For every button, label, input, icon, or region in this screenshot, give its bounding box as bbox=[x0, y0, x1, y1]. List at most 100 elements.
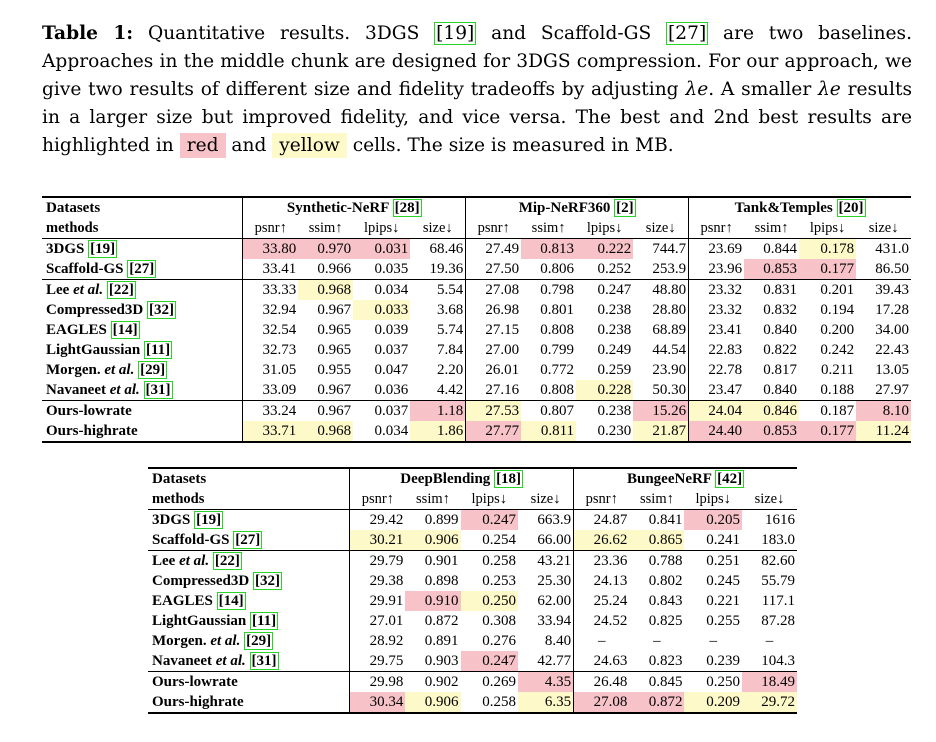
metric-cell: 0.269 bbox=[460, 671, 518, 692]
metric-cell: 66.00 bbox=[537, 532, 572, 548]
dataset-name: Mip-NeRF360 [2] bbox=[465, 196, 689, 218]
lambda-symbol: λe bbox=[818, 79, 841, 100]
metric-cell: 27.08 bbox=[573, 692, 630, 714]
citation-link[interactable]: [2] bbox=[614, 199, 636, 217]
metric-cell: 50.30 bbox=[652, 382, 687, 398]
metric-cell: 0.841 bbox=[629, 509, 685, 530]
metric-cell: 0.250 bbox=[684, 671, 742, 692]
metric-cell: 0.276 bbox=[482, 633, 516, 649]
metric-header: psnr↑ bbox=[573, 489, 630, 510]
citation-link[interactable]: [20] bbox=[836, 199, 866, 217]
metric-cell: 13.05 bbox=[875, 362, 909, 378]
metric-cell: 33.80 bbox=[242, 238, 299, 259]
metric-cell: 0.250 bbox=[460, 591, 518, 611]
citation-link[interactable]: [27] bbox=[233, 531, 263, 549]
method-name: Compressed3D [32] bbox=[152, 572, 282, 590]
metric-cell: 0.965 bbox=[317, 322, 352, 338]
citation-link[interactable]: [27] bbox=[666, 22, 709, 45]
metric-cell: 0.308 bbox=[482, 613, 516, 629]
table-row: Ours-highrate 33.71 0.968 0.034 1.86 27.77 0.8… bbox=[42, 421, 911, 443]
citation-link[interactable]: [31] bbox=[249, 652, 279, 670]
citation-link[interactable]: [14] bbox=[110, 321, 140, 339]
citation-link[interactable]: [42] bbox=[715, 470, 745, 488]
metric-cell: 0.037 bbox=[374, 342, 409, 358]
metric-cell: 0.238 bbox=[597, 302, 632, 318]
metric-cell: – bbox=[709, 633, 717, 649]
method-name: Morgen. et al. [29] bbox=[152, 632, 274, 650]
metric-cell: 29.72 bbox=[741, 692, 797, 714]
metric-cell: 744.7 bbox=[633, 238, 689, 259]
citation-link[interactable]: [22] bbox=[212, 552, 242, 570]
citation-link[interactable]: [19] bbox=[194, 511, 224, 529]
metric-header: size↓ bbox=[645, 220, 676, 236]
metric-cell: 4.35 bbox=[517, 671, 574, 692]
metric-header: lpips↓ bbox=[471, 491, 507, 507]
citation-link[interactable]: [29] bbox=[244, 632, 274, 650]
metric-cell: 1.86 bbox=[410, 421, 466, 443]
metric-cell: 2.20 bbox=[436, 362, 464, 378]
metric-cell: 431.0 bbox=[856, 238, 911, 259]
metric-cell: 0.846 bbox=[744, 400, 799, 421]
metric-cell: 3.68 bbox=[436, 302, 464, 318]
metric-cell: 0.808 bbox=[540, 382, 575, 398]
metric-cell: 68.46 bbox=[410, 238, 466, 259]
table-row: Navaneet et al. [31] 33.09 0.967 0.036 4.42 2… bbox=[42, 380, 911, 401]
metric-header: ssim↑ bbox=[531, 220, 566, 236]
citation-link[interactable]: [18] bbox=[494, 470, 524, 488]
metric-cell: 663.9 bbox=[517, 509, 574, 530]
metric-cell: 26.62 bbox=[573, 530, 630, 551]
citation-link[interactable]: [32] bbox=[146, 301, 176, 319]
method-name: LightGaussian [11] bbox=[46, 341, 173, 359]
metric-cell: 24.87 bbox=[573, 509, 630, 530]
method-name: Scaffold-GS [27] bbox=[46, 260, 157, 278]
table-row: Compressed3D [32] 32.94 0.967 0.033 3.68 26.9… bbox=[42, 300, 911, 320]
metric-cell: 0.807 bbox=[521, 400, 577, 421]
metric-cell: 0.865 bbox=[629, 530, 685, 551]
table-row: Lee et al. [22] 29.79 0.901 0.258 43.21 23.36… bbox=[148, 550, 797, 571]
citation-link[interactable]: [32] bbox=[252, 572, 282, 590]
metric-cell: 0.825 bbox=[648, 613, 683, 629]
metric-cell: 0.801 bbox=[540, 302, 575, 318]
metric-cell: 1.18 bbox=[410, 400, 466, 421]
citation-link[interactable]: [22] bbox=[106, 281, 136, 299]
table-row: 3DGS [19] 33.80 0.970 0.031 68.46 27.49 0.813 0… bbox=[42, 238, 911, 259]
metric-cell: 29.38 bbox=[349, 571, 406, 591]
citation-link[interactable]: [29] bbox=[138, 361, 168, 379]
metric-header: ssim↑ bbox=[754, 220, 789, 236]
table-row: 3DGS [19] 29.42 0.899 0.247 663.9 24.87 0.841 0… bbox=[148, 509, 797, 530]
citation-link[interactable]: [28] bbox=[392, 199, 422, 217]
metric-cell: 27.97 bbox=[875, 382, 909, 398]
metric-cell: 0.965 bbox=[317, 342, 352, 358]
metric-cell: 23.69 bbox=[688, 238, 745, 259]
citation-link[interactable]: [31] bbox=[143, 381, 173, 399]
metric-cell: – bbox=[573, 631, 630, 651]
metric-cell: 0.258 bbox=[460, 550, 518, 571]
metric-cell: 18.49 bbox=[741, 671, 797, 692]
metric-cell: – bbox=[765, 633, 774, 649]
metric-cell: 7.84 bbox=[436, 342, 464, 358]
metric-cell: 24.04 bbox=[688, 400, 745, 421]
metric-cell: 0.799 bbox=[540, 342, 575, 358]
citation-link[interactable]: [27] bbox=[127, 260, 157, 278]
method-name: 3DGS [19] bbox=[42, 238, 243, 259]
metric-header: ssim↑ bbox=[308, 220, 343, 236]
citation-link[interactable]: [19] bbox=[434, 22, 477, 45]
metric-cell: 24.63 bbox=[573, 651, 630, 672]
metric-header-row: methods psnr↑ ssim↑ lpips↓ size↓ psnr↑ ssim↑ lp… bbox=[42, 218, 911, 239]
metric-cell: 0.843 bbox=[648, 593, 683, 609]
citation-link[interactable]: [11] bbox=[249, 612, 279, 630]
citation-link[interactable]: [19] bbox=[88, 240, 118, 258]
citation-link[interactable]: [14] bbox=[216, 592, 246, 610]
citation-link[interactable]: [11] bbox=[143, 341, 173, 359]
metric-cell: 0.238 bbox=[576, 400, 634, 421]
metric-cell: 82.60 bbox=[741, 550, 797, 571]
metric-cell: 27.53 bbox=[465, 400, 522, 421]
metric-header: ssim↑ bbox=[640, 491, 674, 507]
metric-header: ssim↑ bbox=[416, 491, 450, 507]
metric-cell: 0.037 bbox=[353, 400, 411, 421]
metric-cell: 0.906 bbox=[405, 692, 461, 714]
metric-cell: 48.80 bbox=[633, 279, 689, 300]
metric-cell: 0.910 bbox=[405, 591, 461, 611]
metric-cell: 253.9 bbox=[652, 261, 687, 277]
metric-cell: 0.901 bbox=[405, 550, 461, 571]
